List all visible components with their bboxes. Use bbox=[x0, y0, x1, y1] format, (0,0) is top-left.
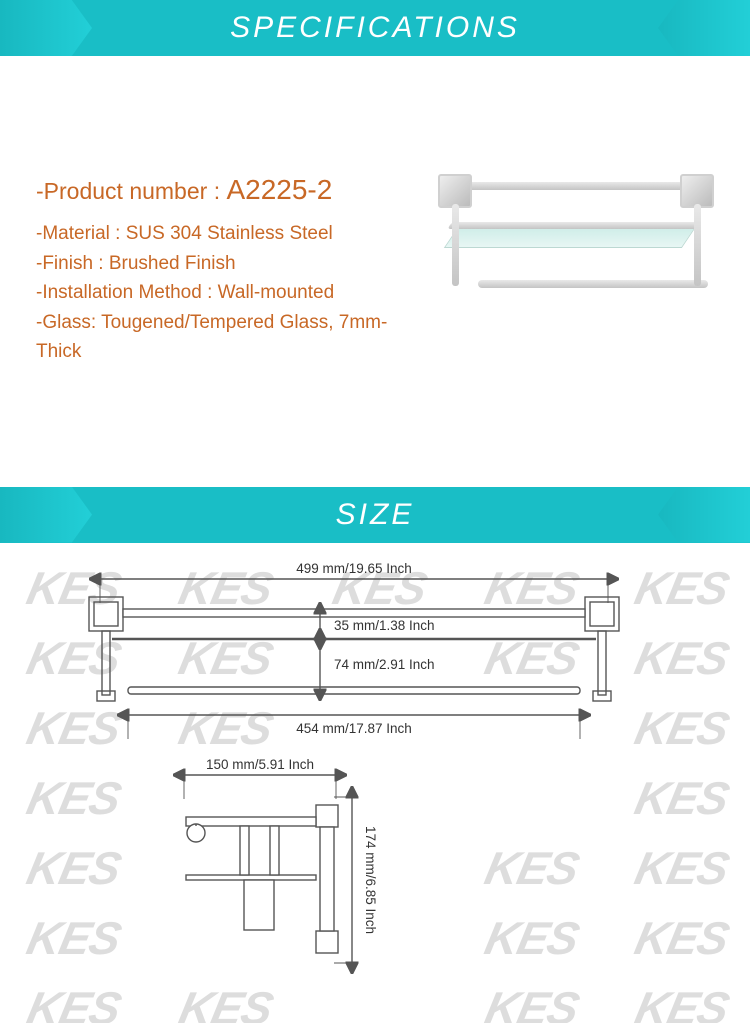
spec-install: -Installation Method : Wall-mounted bbox=[36, 278, 412, 307]
banner-deco-left bbox=[0, 487, 92, 543]
banner-deco-right bbox=[658, 0, 750, 56]
specifications-section: -Product number : A2225-2 -Material : SU… bbox=[0, 56, 750, 487]
svg-text:150 mm/5.91 Inch: 150 mm/5.91 Inch bbox=[206, 757, 314, 772]
svg-text:74 mm/2.91 Inch: 74 mm/2.91 Inch bbox=[334, 657, 435, 672]
svg-text:35 mm/1.38 Inch: 35 mm/1.38 Inch bbox=[334, 618, 435, 633]
spec-glass: -Glass: Tougened/Tempered Glass, 7mm-Thi… bbox=[36, 308, 412, 367]
dimension-diagram: 499 mm/19.65 Inch 35 mm/1.38 Inch 74 mm/2.… bbox=[0, 543, 750, 1023]
spec-product-number-value: A2225-2 bbox=[226, 174, 332, 205]
product-image bbox=[422, 168, 722, 318]
svg-text:499 mm/19.65 Inch: 499 mm/19.65 Inch bbox=[296, 561, 412, 576]
spec-material: -Material : SUS 304 Stainless Steel bbox=[36, 219, 412, 248]
size-title: SIZE bbox=[336, 498, 415, 532]
spec-product-number-label: -Product number : bbox=[36, 178, 226, 204]
size-section: KESKESKESKESKESKESKESKESKESKESKESKESKESK… bbox=[0, 543, 750, 1023]
specifications-title: SPECIFICATIONS bbox=[230, 11, 520, 45]
svg-text:454 mm/17.87 Inch: 454 mm/17.87 Inch bbox=[296, 721, 412, 736]
spec-text-block: -Product number : A2225-2 -Material : SU… bbox=[36, 168, 412, 367]
size-banner: SIZE bbox=[0, 487, 750, 543]
spec-product-number: -Product number : A2225-2 bbox=[36, 168, 412, 211]
spec-finish: -Finish : Brushed Finish bbox=[36, 249, 412, 278]
specifications-banner: SPECIFICATIONS bbox=[0, 0, 750, 56]
svg-text:174 mm/6.85 Inch: 174 mm/6.85 Inch bbox=[363, 826, 378, 934]
banner-deco-left bbox=[0, 0, 92, 56]
banner-deco-right bbox=[658, 487, 750, 543]
